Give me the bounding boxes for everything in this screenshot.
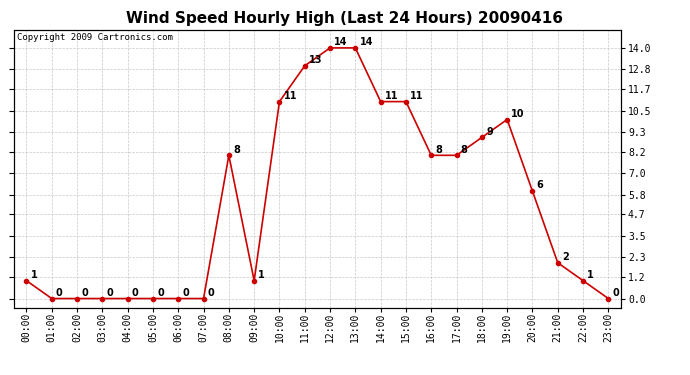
Text: 9: 9 [486, 127, 493, 136]
Text: 0: 0 [56, 288, 63, 298]
Text: 10: 10 [511, 109, 525, 119]
Text: 14: 14 [334, 37, 348, 47]
Text: 0: 0 [613, 288, 619, 298]
Text: 0: 0 [106, 288, 113, 298]
Text: 14: 14 [359, 37, 373, 47]
Text: 0: 0 [208, 288, 215, 298]
Text: 2: 2 [562, 252, 569, 262]
Text: 8: 8 [233, 144, 240, 154]
Text: Wind Speed Hourly High (Last 24 Hours) 20090416: Wind Speed Hourly High (Last 24 Hours) 2… [126, 11, 564, 26]
Text: 1: 1 [30, 270, 37, 280]
Text: 0: 0 [157, 288, 164, 298]
Text: 13: 13 [309, 55, 322, 65]
Text: 1: 1 [258, 270, 265, 280]
Text: 6: 6 [537, 180, 543, 190]
Text: 0: 0 [81, 288, 88, 298]
Text: 11: 11 [385, 91, 398, 101]
Text: 11: 11 [410, 91, 424, 101]
Text: 8: 8 [435, 144, 442, 154]
Text: 1: 1 [587, 270, 594, 280]
Text: 11: 11 [284, 91, 297, 101]
Text: 0: 0 [182, 288, 189, 298]
Text: 8: 8 [461, 144, 468, 154]
Text: 0: 0 [132, 288, 139, 298]
Text: Copyright 2009 Cartronics.com: Copyright 2009 Cartronics.com [17, 33, 172, 42]
